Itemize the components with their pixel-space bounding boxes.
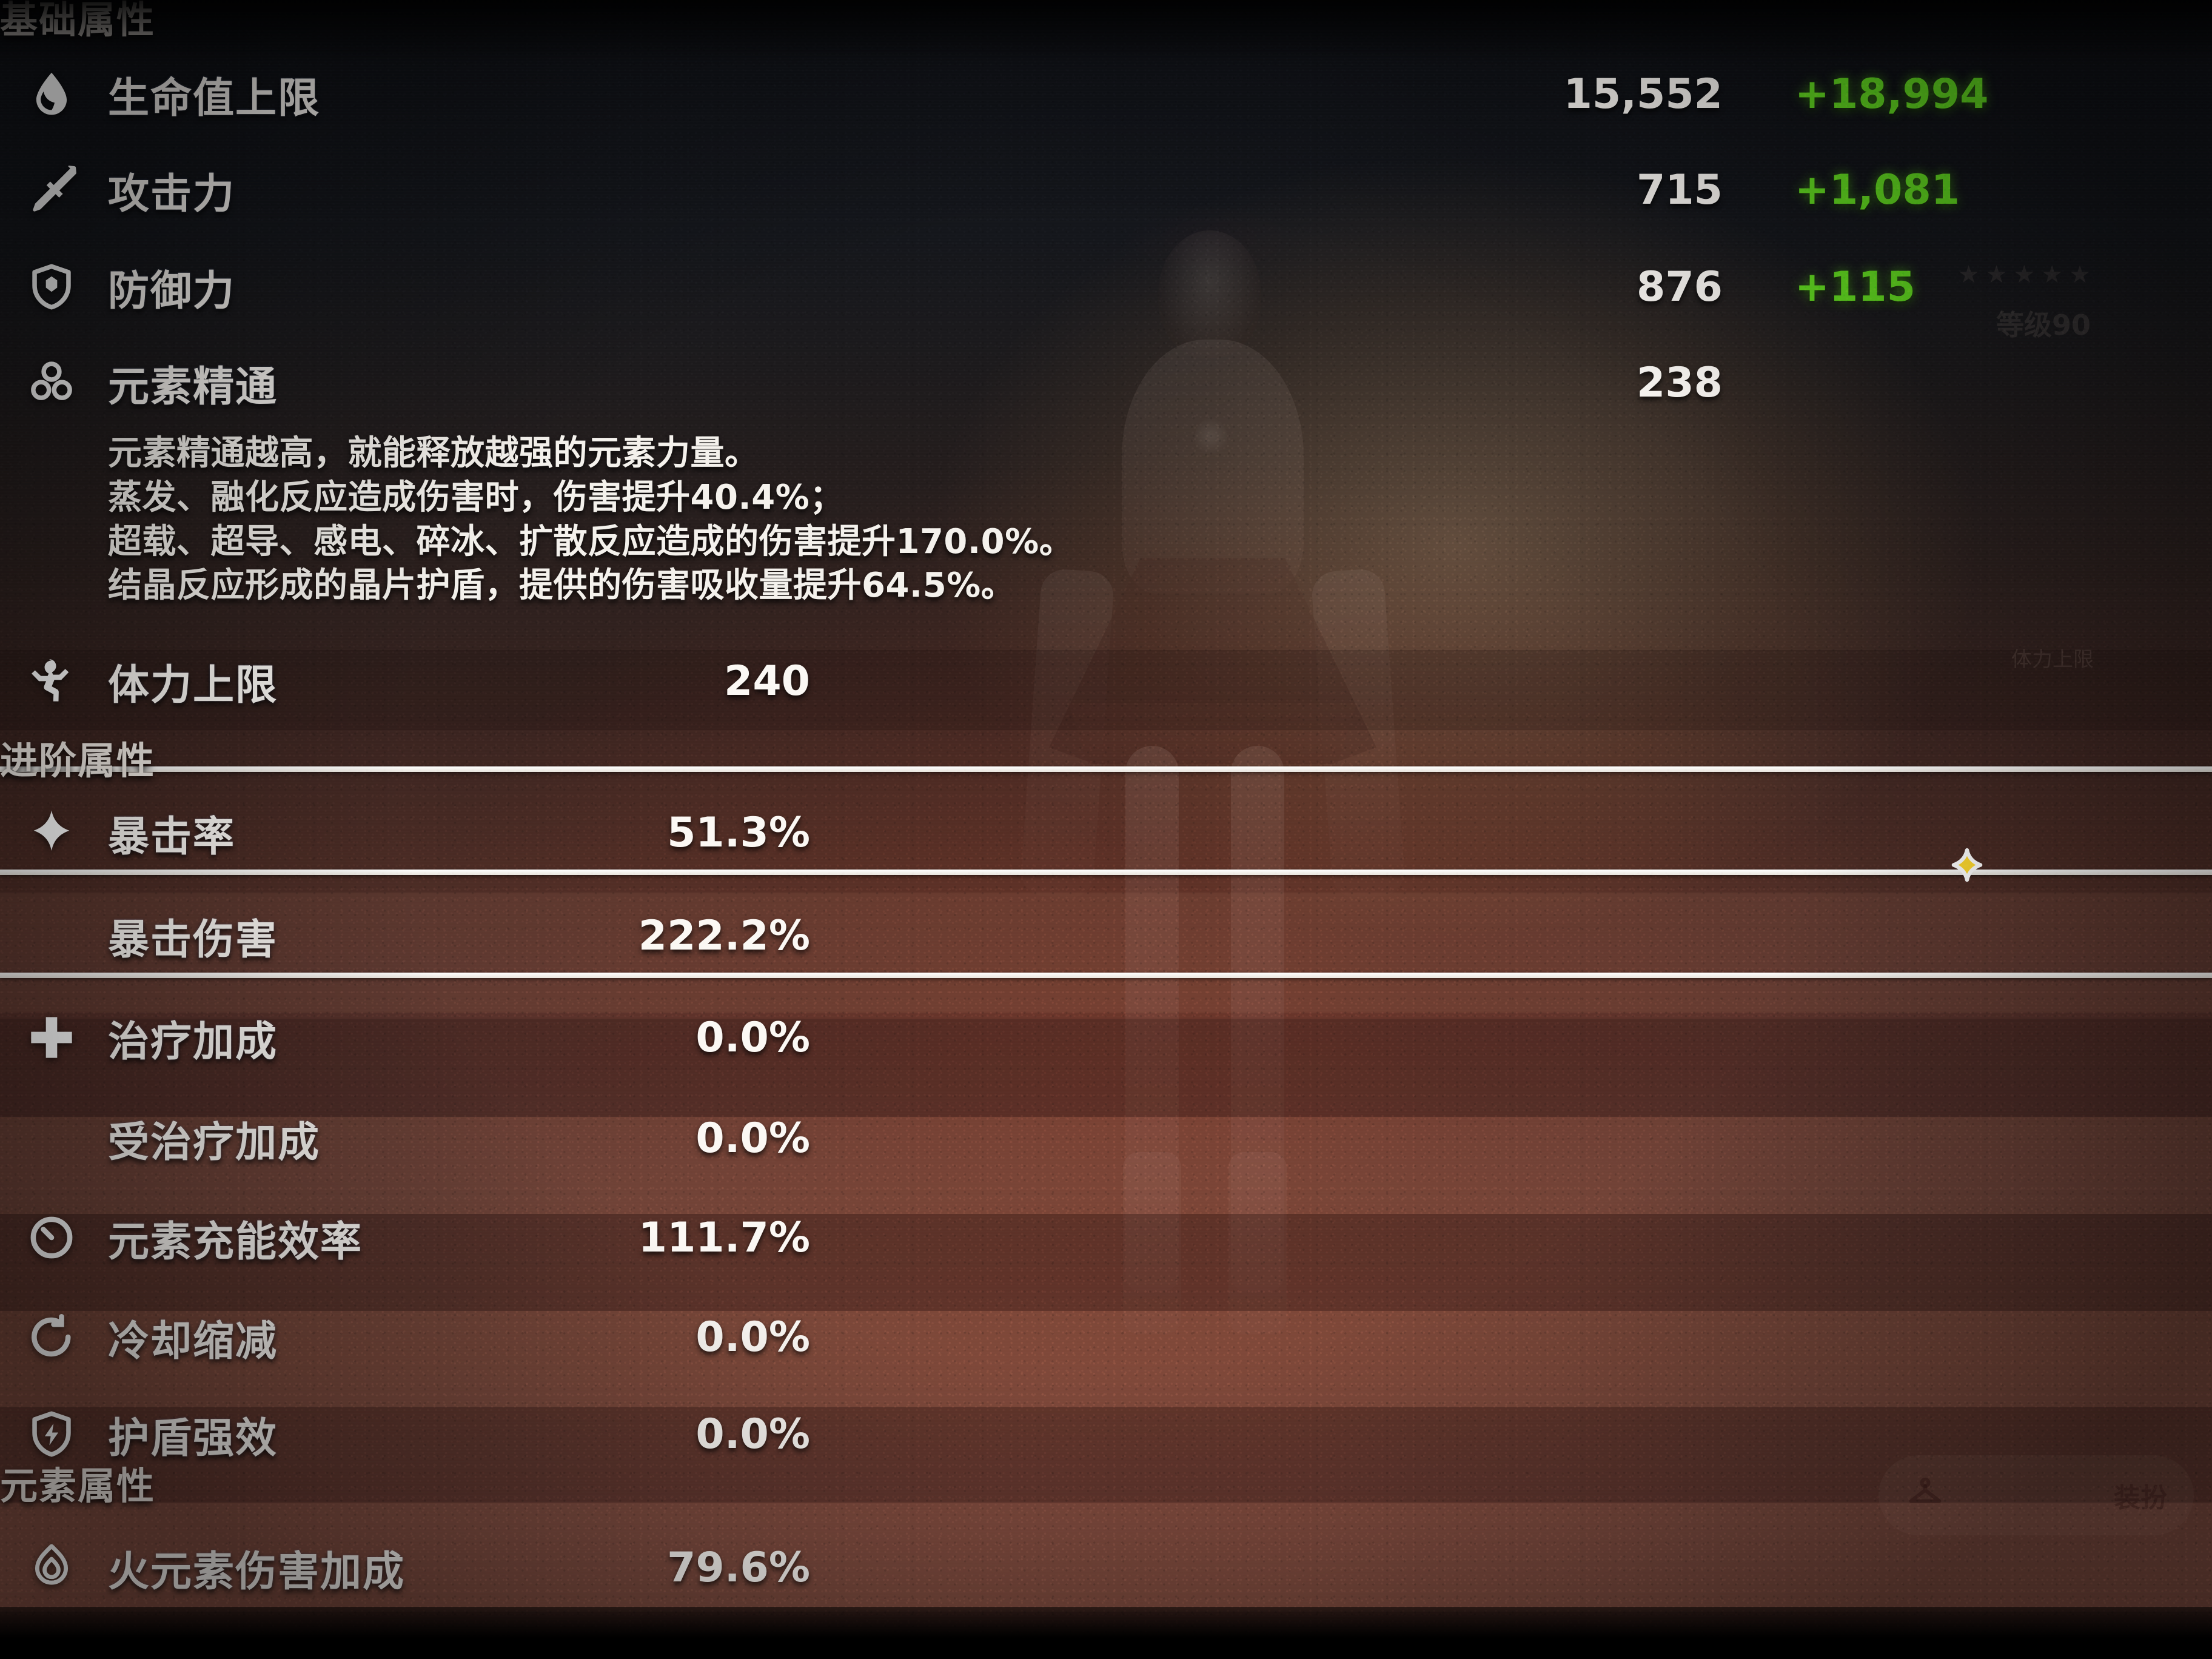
section-divider [0, 870, 2212, 875]
stat-label: 暴击伤害 [108, 916, 278, 964]
stat-value: 0.0% [695, 1313, 810, 1361]
stat-row-healing-bonus[interactable]: 治疗加成 0.0% [0, 998, 2212, 1077]
stat-label: 冷却缩减 [108, 1317, 278, 1366]
stat-bonus: +18,994 [1795, 70, 1989, 118]
shield-strength-icon [25, 1408, 78, 1460]
stat-value: 876 [1637, 263, 1723, 311]
stat-label: 暴击率 [108, 813, 236, 861]
energy-recharge-icon [25, 1212, 78, 1264]
ghost-star-rating: ★★★★★ [1957, 261, 2097, 289]
stat-label: 火元素伤害加成 [108, 1547, 406, 1596]
stat-row-cooldown-reduction[interactable]: 冷却缩减 0.0% [0, 1298, 2212, 1376]
stat-value: 15,552 [1563, 70, 1723, 118]
stat-value: 0.0% [695, 1013, 810, 1062]
stat-value: 51.3% [667, 808, 810, 857]
stat-value: 240 [724, 657, 810, 705]
stat-label: 治疗加成 [108, 1017, 278, 1066]
ghost-stamina-label: 体力上限 [2011, 648, 2094, 672]
stat-row-crit-rate[interactable]: 暴击率 51.3% [0, 793, 2212, 872]
elemental-mastery-description: 元素精通越高，就能释放越强的元素力量。 蒸发、融化反应造成伤害时，伤害提升40.… [108, 434, 1074, 606]
stat-row-crit-dmg[interactable]: 暴击伤害 222.2% [0, 896, 2212, 975]
outfit-button-label: 装扮 [2114, 1483, 2167, 1513]
stat-bonus: +1,081 [1795, 166, 1960, 214]
attack-sword-icon [25, 164, 78, 216]
stat-label: 体力上限 [108, 661, 278, 709]
stat-value: 0.0% [695, 1410, 810, 1458]
stat-row-defense[interactable]: 防御力 876 +115 [0, 247, 2212, 326]
outfit-button[interactable]: 装扮 [1879, 1455, 2194, 1535]
section-divider [0, 973, 2212, 978]
stat-row-max-hp[interactable]: 生命值上限 15,552 +18,994 [0, 55, 2212, 133]
stat-row-max-stamina[interactable]: 体力上限 240 [0, 642, 2212, 720]
stat-row-incoming-healing[interactable]: 受治疗加成 0.0% [0, 1099, 2212, 1178]
stat-bonus: +115 [1795, 263, 1915, 311]
stat-value: 111.7% [638, 1213, 810, 1262]
section-title-element: 元素属性 [0, 1464, 156, 1508]
stat-label: 元素精通 [108, 363, 278, 411]
stat-label: 生命值上限 [108, 74, 321, 122]
stat-row-energy-recharge[interactable]: 元素充能效率 111.7% [0, 1198, 2212, 1277]
outfit-hanger-icon [1905, 1475, 1945, 1515]
stat-label: 受治疗加成 [108, 1118, 321, 1167]
stat-row-attack[interactable]: 攻击力 715 +1,081 [0, 150, 2212, 229]
elemental-mastery-icon [25, 357, 78, 409]
star-cursor [1948, 848, 1986, 886]
stat-label: 元素充能效率 [108, 1218, 363, 1266]
section-divider [0, 766, 2212, 772]
stat-value: 238 [1637, 358, 1723, 407]
stat-row-pyro-dmg-bonus[interactable]: 火元素伤害加成 79.6% [0, 1528, 2212, 1607]
stat-value: 715 [1637, 166, 1723, 214]
stat-value: 0.0% [695, 1114, 810, 1162]
stat-value: 79.6% [667, 1543, 810, 1592]
stat-label: 防御力 [108, 267, 236, 315]
ghost-level-label: 等级90 [1996, 309, 2091, 341]
pyro-flame-icon [25, 1541, 78, 1594]
stat-value: 222.2% [638, 911, 810, 960]
stamina-icon [25, 655, 78, 707]
defense-shield-icon [25, 261, 78, 313]
section-title-advanced: 进阶属性 [0, 739, 156, 783]
stat-label: 攻击力 [108, 170, 236, 218]
stat-row-shield-strength[interactable]: 护盾强效 0.0% [0, 1395, 2212, 1473]
cooldown-icon [25, 1311, 78, 1363]
stat-row-elemental-mastery[interactable]: 元素精通 238 [0, 343, 2212, 422]
healing-cross-icon [25, 1011, 78, 1064]
hp-droplet-icon [25, 68, 78, 120]
crit-rate-star-icon [25, 806, 78, 859]
stat-label: 护盾强效 [108, 1414, 278, 1463]
